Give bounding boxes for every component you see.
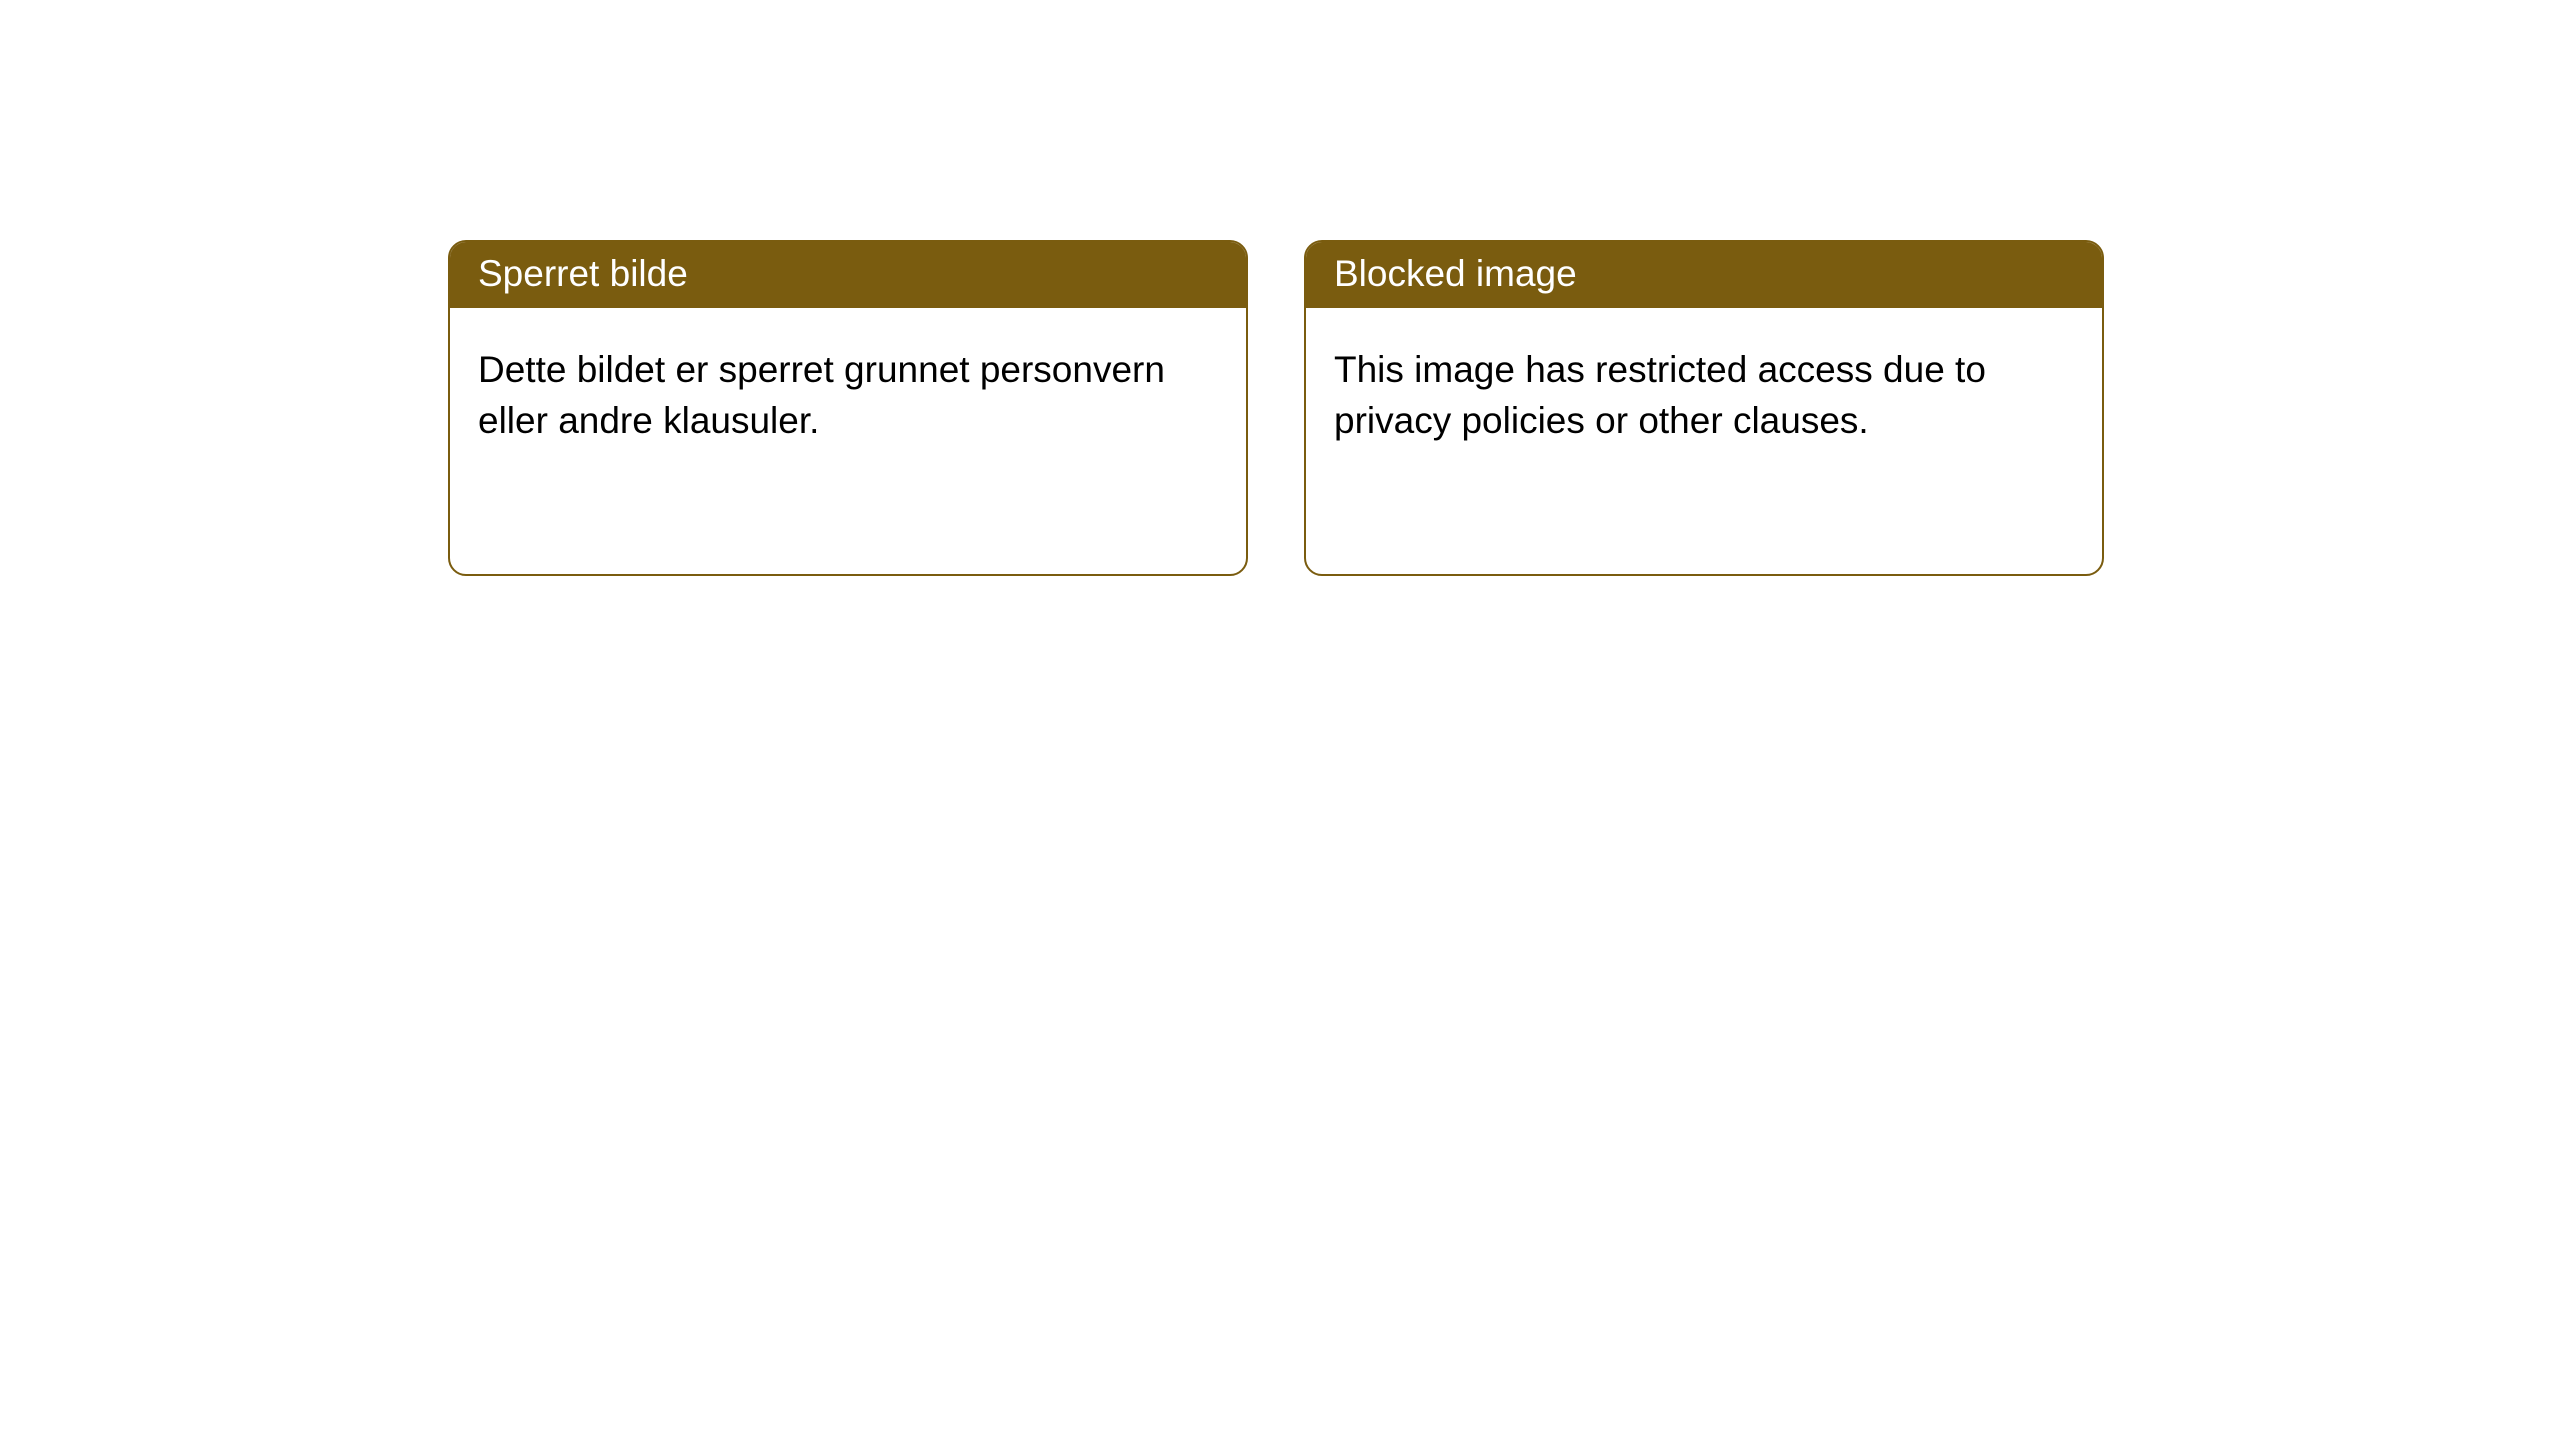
notice-body-text: Dette bildet er sperret grunnet personve… bbox=[478, 349, 1165, 441]
notice-body-text: This image has restricted access due to … bbox=[1334, 349, 1986, 441]
notice-header: Sperret bilde bbox=[450, 242, 1246, 308]
notice-header: Blocked image bbox=[1306, 242, 2102, 308]
notice-card-norwegian: Sperret bilde Dette bildet er sperret gr… bbox=[448, 240, 1248, 576]
notice-body: Dette bildet er sperret grunnet personve… bbox=[450, 308, 1246, 474]
notice-title: Sperret bilde bbox=[478, 253, 688, 294]
notice-card-english: Blocked image This image has restricted … bbox=[1304, 240, 2104, 576]
notice-title: Blocked image bbox=[1334, 253, 1577, 294]
notice-body: This image has restricted access due to … bbox=[1306, 308, 2102, 474]
notice-container: Sperret bilde Dette bildet er sperret gr… bbox=[0, 0, 2560, 576]
